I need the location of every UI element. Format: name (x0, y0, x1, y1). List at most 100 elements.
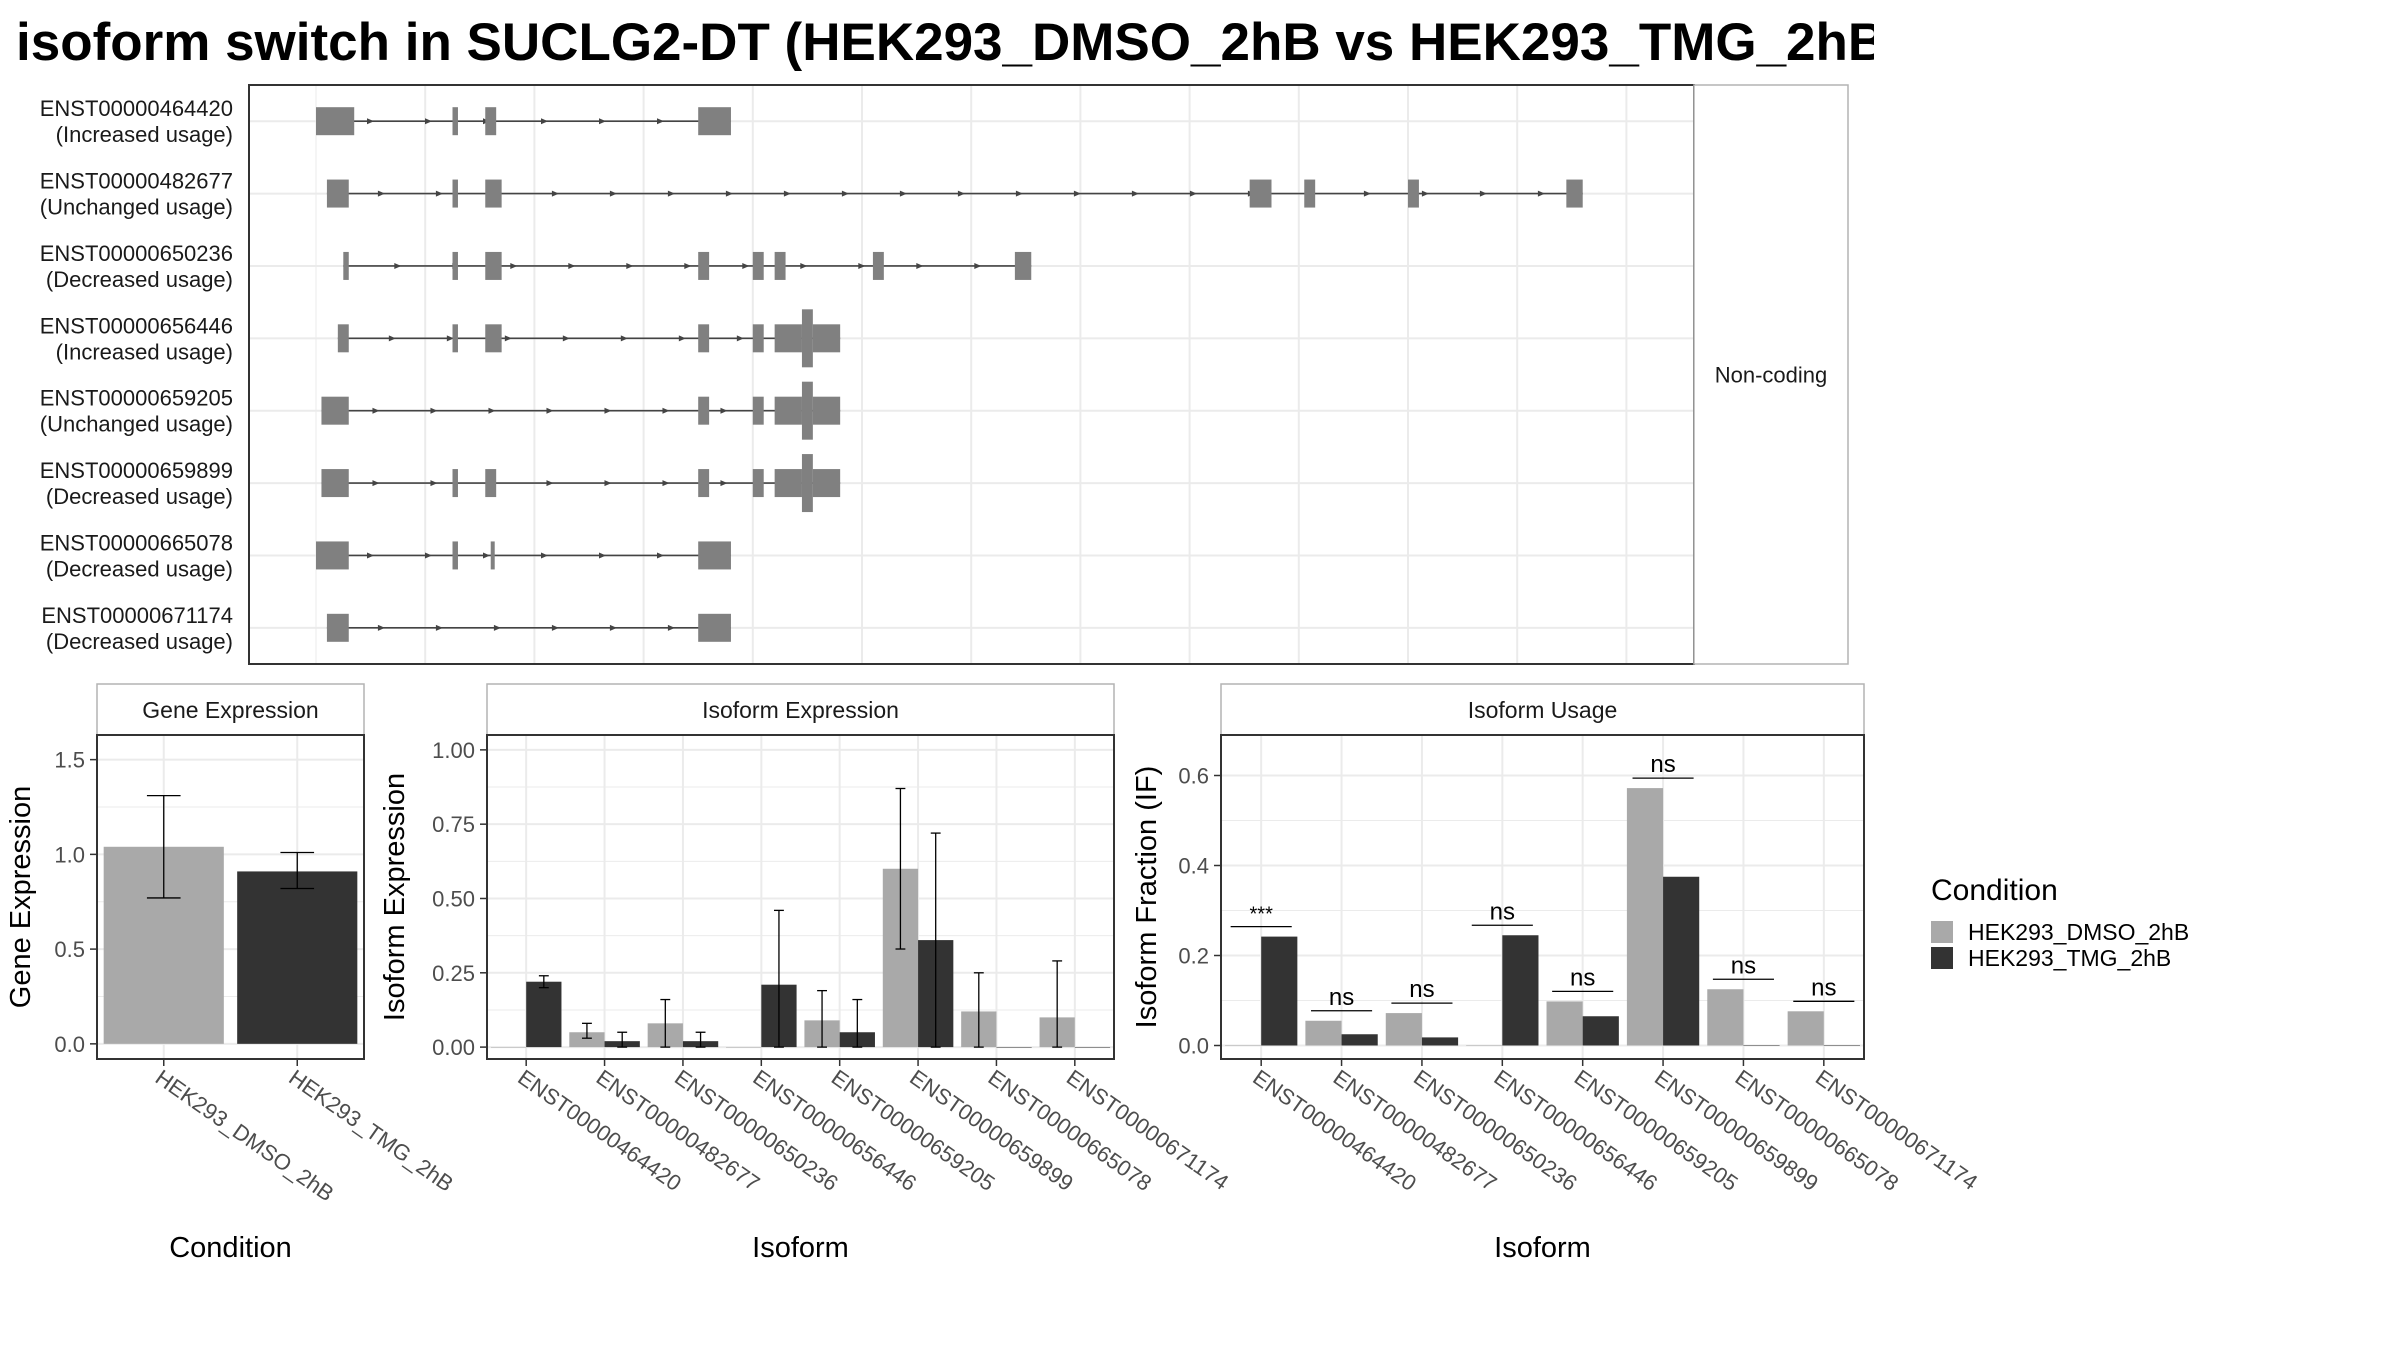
intron-arrow (800, 262, 808, 269)
significance-label: ns (1811, 974, 1836, 1001)
exon (801, 454, 813, 513)
exon (490, 541, 495, 570)
intron-arrow (720, 407, 728, 414)
y-tick-label: 0.0 (1178, 1034, 1209, 1059)
bar (1341, 1034, 1378, 1046)
intron-arrow (493, 624, 501, 631)
bar (996, 1047, 1032, 1048)
intron-arrow (1421, 190, 1429, 197)
exon (1566, 179, 1583, 208)
transcript-id-label: ENST00000464420 (40, 96, 233, 121)
y-tick-label: 1.5 (54, 748, 85, 773)
intron-arrow (609, 190, 617, 197)
y-tick-label: 0.4 (1178, 854, 1209, 879)
bar (526, 981, 562, 1048)
intron-arrow (483, 552, 490, 559)
y-axis-title: Isoform Expression (379, 773, 411, 1021)
panel-bg (1221, 735, 1864, 1059)
intron-arrow (720, 480, 728, 487)
intron-arrow (546, 407, 554, 414)
transcript-usage-label: (Increased usage) (56, 122, 233, 147)
bar (1743, 1045, 1780, 1046)
intron-arrow (562, 335, 570, 342)
intron-arrow (678, 335, 686, 342)
intron-arrow (1073, 190, 1081, 197)
exon (698, 613, 731, 642)
intron-arrow (551, 190, 559, 197)
transcript-usage-label: (Decreased usage) (46, 267, 233, 292)
intron-arrow (736, 335, 744, 342)
intron-arrow (657, 118, 664, 125)
transcript-usage-label: (Decreased usage) (46, 629, 233, 654)
bar (1385, 1013, 1422, 1046)
legend-item-label: HEK293_DMSO_2hB (1968, 919, 2189, 945)
exon (812, 324, 841, 353)
exon (452, 324, 458, 353)
intron-arrow (657, 552, 664, 559)
intron-arrow (1363, 190, 1371, 197)
intron-arrow (377, 624, 385, 631)
transcript-usage-label: (Increased usage) (56, 339, 233, 364)
intron-arrow (551, 624, 559, 631)
intron-arrow (599, 552, 606, 559)
transcript-usage-label: (Decreased usage) (46, 556, 233, 581)
intron-arrow (388, 335, 396, 342)
y-tick-label: 0.0 (54, 1032, 85, 1057)
exon (698, 396, 710, 425)
bar (1421, 1037, 1459, 1046)
exon (752, 396, 764, 425)
exon (1408, 179, 1419, 208)
legend-swatch (1931, 947, 1953, 969)
intron-arrow (957, 190, 965, 197)
transcript-usage-label: (Unchanged usage) (40, 412, 233, 437)
y-tick-label: 1.00 (432, 738, 475, 763)
exon (485, 179, 502, 208)
y-axis-title: Gene Expression (5, 786, 37, 1008)
intron-arrow (394, 262, 402, 269)
bar (569, 1032, 605, 1048)
intron-arrow (435, 190, 443, 197)
exon (1304, 179, 1316, 208)
y-tick-label: 0.25 (432, 961, 475, 986)
exon (774, 396, 802, 425)
exon (698, 107, 731, 136)
bar (1225, 1045, 1262, 1046)
panel-strip-label: Gene Expression (142, 697, 318, 723)
transcript-id-label: ENST00000482677 (40, 169, 233, 194)
bar (237, 871, 358, 1044)
exon (485, 469, 497, 498)
exon (698, 541, 731, 570)
transcript-id-label: ENST00000671174 (41, 603, 233, 628)
exon (452, 107, 458, 136)
panel-strip (1220, 683, 1865, 736)
x-axis-title: Isoform (752, 1232, 849, 1264)
intron-arrow (430, 480, 438, 487)
intron-arrow (667, 624, 675, 631)
intron-arrow (377, 190, 385, 197)
exon (316, 107, 355, 136)
exon (452, 469, 458, 498)
bar (1823, 1045, 1860, 1046)
exon (321, 469, 349, 498)
panel-strip (486, 683, 1115, 736)
bar (1502, 935, 1539, 1046)
significance-label: ns (1650, 751, 1675, 778)
intron-arrow (430, 407, 438, 414)
exon (326, 613, 349, 642)
intron-arrow (446, 335, 454, 342)
intron-arrow (546, 480, 554, 487)
exon (812, 396, 841, 425)
significance-label: *** (1250, 904, 1274, 926)
legend-title: Condition (1931, 874, 2058, 907)
intron-arrow (667, 190, 675, 197)
bar (1261, 936, 1298, 1046)
y-axis-title: Isoform Fraction (IF) (1131, 766, 1163, 1029)
significance-label: ns (1329, 984, 1354, 1011)
exon (452, 251, 458, 280)
exon (774, 469, 802, 498)
exon (316, 541, 349, 570)
chart-title: isoform switch in SUCLG2-DT (HEK293_DMSO… (16, 13, 1874, 72)
intron-arrow (372, 407, 380, 414)
panel-strip-label: Isoform Usage (1468, 697, 1618, 723)
